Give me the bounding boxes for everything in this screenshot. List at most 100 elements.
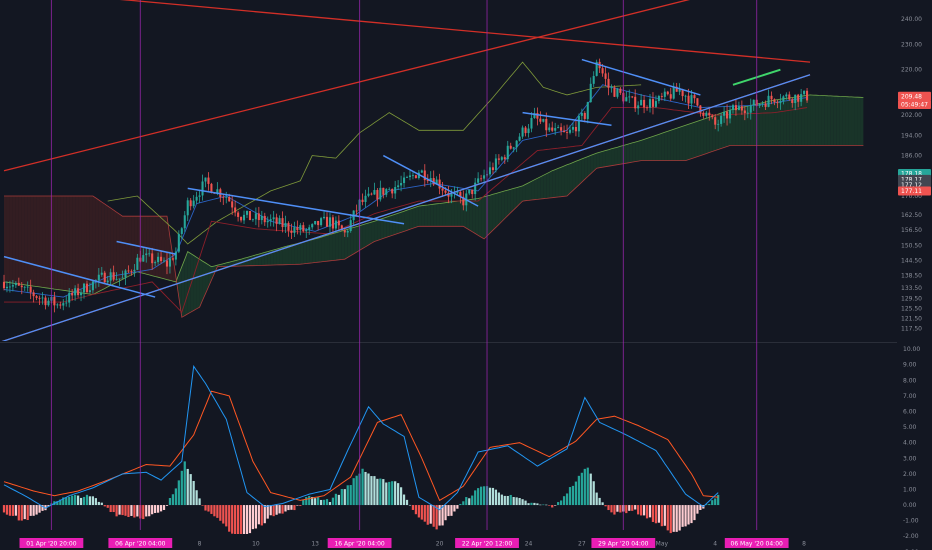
price-panel[interactable] xyxy=(0,0,864,353)
cloud-segment xyxy=(688,123,692,160)
macd-histogram-bar xyxy=(88,496,92,506)
time-tick-label: 8 xyxy=(802,541,806,548)
macd-histogram-bar xyxy=(370,476,373,506)
price-badge-label: 05:49:47 xyxy=(901,102,928,109)
cloud-segment xyxy=(202,261,206,301)
macd-histogram-bar xyxy=(663,505,666,526)
macd-histogram-bar xyxy=(68,496,71,506)
candle-body xyxy=(47,300,50,306)
time-marker-badge xyxy=(455,538,519,548)
macd-histogram-bar xyxy=(450,505,453,516)
macd-histogram-bar xyxy=(681,505,684,527)
candle-body xyxy=(231,201,234,208)
macd-histogram-bar xyxy=(468,498,471,506)
candle-body xyxy=(71,292,74,296)
candle-body xyxy=(302,225,305,232)
cloud-segment xyxy=(812,95,816,146)
macd-histogram-bar xyxy=(648,505,652,518)
candle-body xyxy=(355,210,358,212)
candle-body xyxy=(337,220,340,226)
macd-line xyxy=(3,364,719,511)
candle-body xyxy=(423,170,426,181)
candle-body xyxy=(186,200,189,216)
price-axis[interactable]: 240.00230.00220.00210.00202.00194.00186.… xyxy=(897,0,932,550)
macd-histogram-bar xyxy=(503,495,506,506)
candle-body xyxy=(432,178,435,185)
candle-body xyxy=(462,196,465,206)
macd-histogram-bar xyxy=(568,487,572,506)
price-tick-label: 170.00 xyxy=(901,193,922,200)
macd-histogram-bar xyxy=(242,505,246,534)
candle-body xyxy=(38,297,41,299)
candle-body xyxy=(613,87,616,97)
macd-histogram-bar xyxy=(607,505,610,511)
cloud-segment xyxy=(359,224,363,251)
candle-body xyxy=(589,83,592,103)
candle-body xyxy=(411,175,414,177)
macd-histogram-bar xyxy=(207,505,210,512)
cloud-segment xyxy=(75,196,79,293)
macd-axis[interactable]: 10.00 9.00 8.00 7.00 6.00 5.00 4.00 3.00 2.00 1.0… xyxy=(897,342,932,550)
cloud-segment xyxy=(818,95,822,146)
candle-body xyxy=(80,292,83,296)
candle-body xyxy=(580,112,583,116)
macd-histogram-bar xyxy=(565,493,569,506)
cloud-segment xyxy=(599,151,603,168)
candle-body xyxy=(527,128,530,134)
macd-histogram-bar xyxy=(373,476,376,506)
cloud-segment xyxy=(15,196,19,284)
candle-body xyxy=(509,145,512,149)
candle-body xyxy=(571,126,574,130)
time-tick-label: 13 xyxy=(311,541,319,548)
macd-histogram-bar xyxy=(666,505,669,531)
macd-histogram-bar xyxy=(551,505,554,508)
candle-body xyxy=(761,103,764,105)
candle-body xyxy=(145,253,148,256)
candle-body xyxy=(654,101,657,107)
candle-body xyxy=(720,115,723,124)
candle-body xyxy=(619,88,622,93)
candle-body xyxy=(367,193,370,196)
cloud-segment xyxy=(845,96,849,146)
macd-histogram-bar xyxy=(159,505,163,512)
macd-histogram-bar xyxy=(305,497,308,506)
cloud-segment xyxy=(478,197,482,238)
macd-histogram-bar xyxy=(491,487,495,506)
cloud-segment xyxy=(371,221,375,244)
ichimoku-base-line xyxy=(4,107,808,314)
candle-body xyxy=(136,257,139,270)
macd-histogram-bar xyxy=(693,505,696,521)
macd-panel[interactable] xyxy=(2,364,720,542)
price-tick-label: 125.50 xyxy=(901,305,922,312)
price-badge-label: 209.48 xyxy=(901,93,922,100)
candle-body xyxy=(370,193,373,195)
macd-histogram-bar xyxy=(361,468,364,506)
candle-body xyxy=(651,99,655,107)
time-tick-label: 24 xyxy=(525,541,533,548)
candle-body xyxy=(702,112,705,116)
cloud-segment xyxy=(288,245,292,265)
cloud-segment xyxy=(60,196,64,291)
cloud-segment xyxy=(285,245,289,265)
candle-body xyxy=(684,95,687,97)
macd-histogram-bar xyxy=(539,504,542,506)
cloud-segment xyxy=(246,256,250,266)
cloud-segment xyxy=(584,156,588,180)
cloud-segment xyxy=(569,162,573,194)
macd-histogram-bar xyxy=(186,468,189,506)
cloud-segment xyxy=(89,196,93,295)
candle-body xyxy=(201,181,204,196)
candle-body xyxy=(68,292,71,303)
candle-body xyxy=(391,189,394,194)
candle-body xyxy=(397,185,400,188)
cloud-segment xyxy=(484,196,488,239)
channel-top-line xyxy=(3,0,690,172)
cloud-segment xyxy=(113,210,117,284)
cloud-segment xyxy=(161,216,165,279)
macd-tick-label: 9.00 xyxy=(903,362,917,369)
candle-body xyxy=(379,187,382,200)
macd-histogram-bar xyxy=(405,499,409,506)
cloud-segment xyxy=(104,204,108,289)
